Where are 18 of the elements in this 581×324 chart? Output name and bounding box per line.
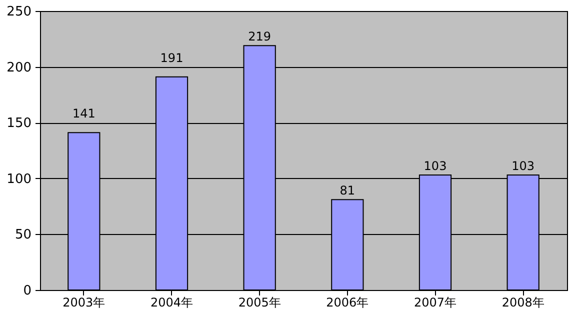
x-tick-label: 2006年 [326, 296, 369, 310]
y-tick-label: 150 [6, 116, 32, 132]
y-tick-label: 250 [6, 4, 32, 20]
y-tick-label: 100 [6, 172, 32, 187]
data-label: 141 [72, 106, 96, 121]
x-tick-label: 2004年 [150, 296, 194, 310]
x-tick-label: 2005年 [238, 296, 281, 310]
x-tick-label: 2003年 [62, 296, 106, 310]
x-tick-label: 2007年 [414, 296, 457, 310]
data-label: 81 [340, 184, 356, 198]
data-label: 103 [424, 159, 447, 174]
y-tick-label: 200 [6, 60, 32, 76]
data-label: 219 [248, 30, 272, 44]
x-tick-label: 2008年 [502, 296, 544, 310]
data-label: 103 [512, 159, 535, 174]
y-tick-label: 50 [14, 228, 32, 243]
data-label: 191 [160, 50, 184, 65]
y-tick-label: 0 [23, 284, 32, 298]
